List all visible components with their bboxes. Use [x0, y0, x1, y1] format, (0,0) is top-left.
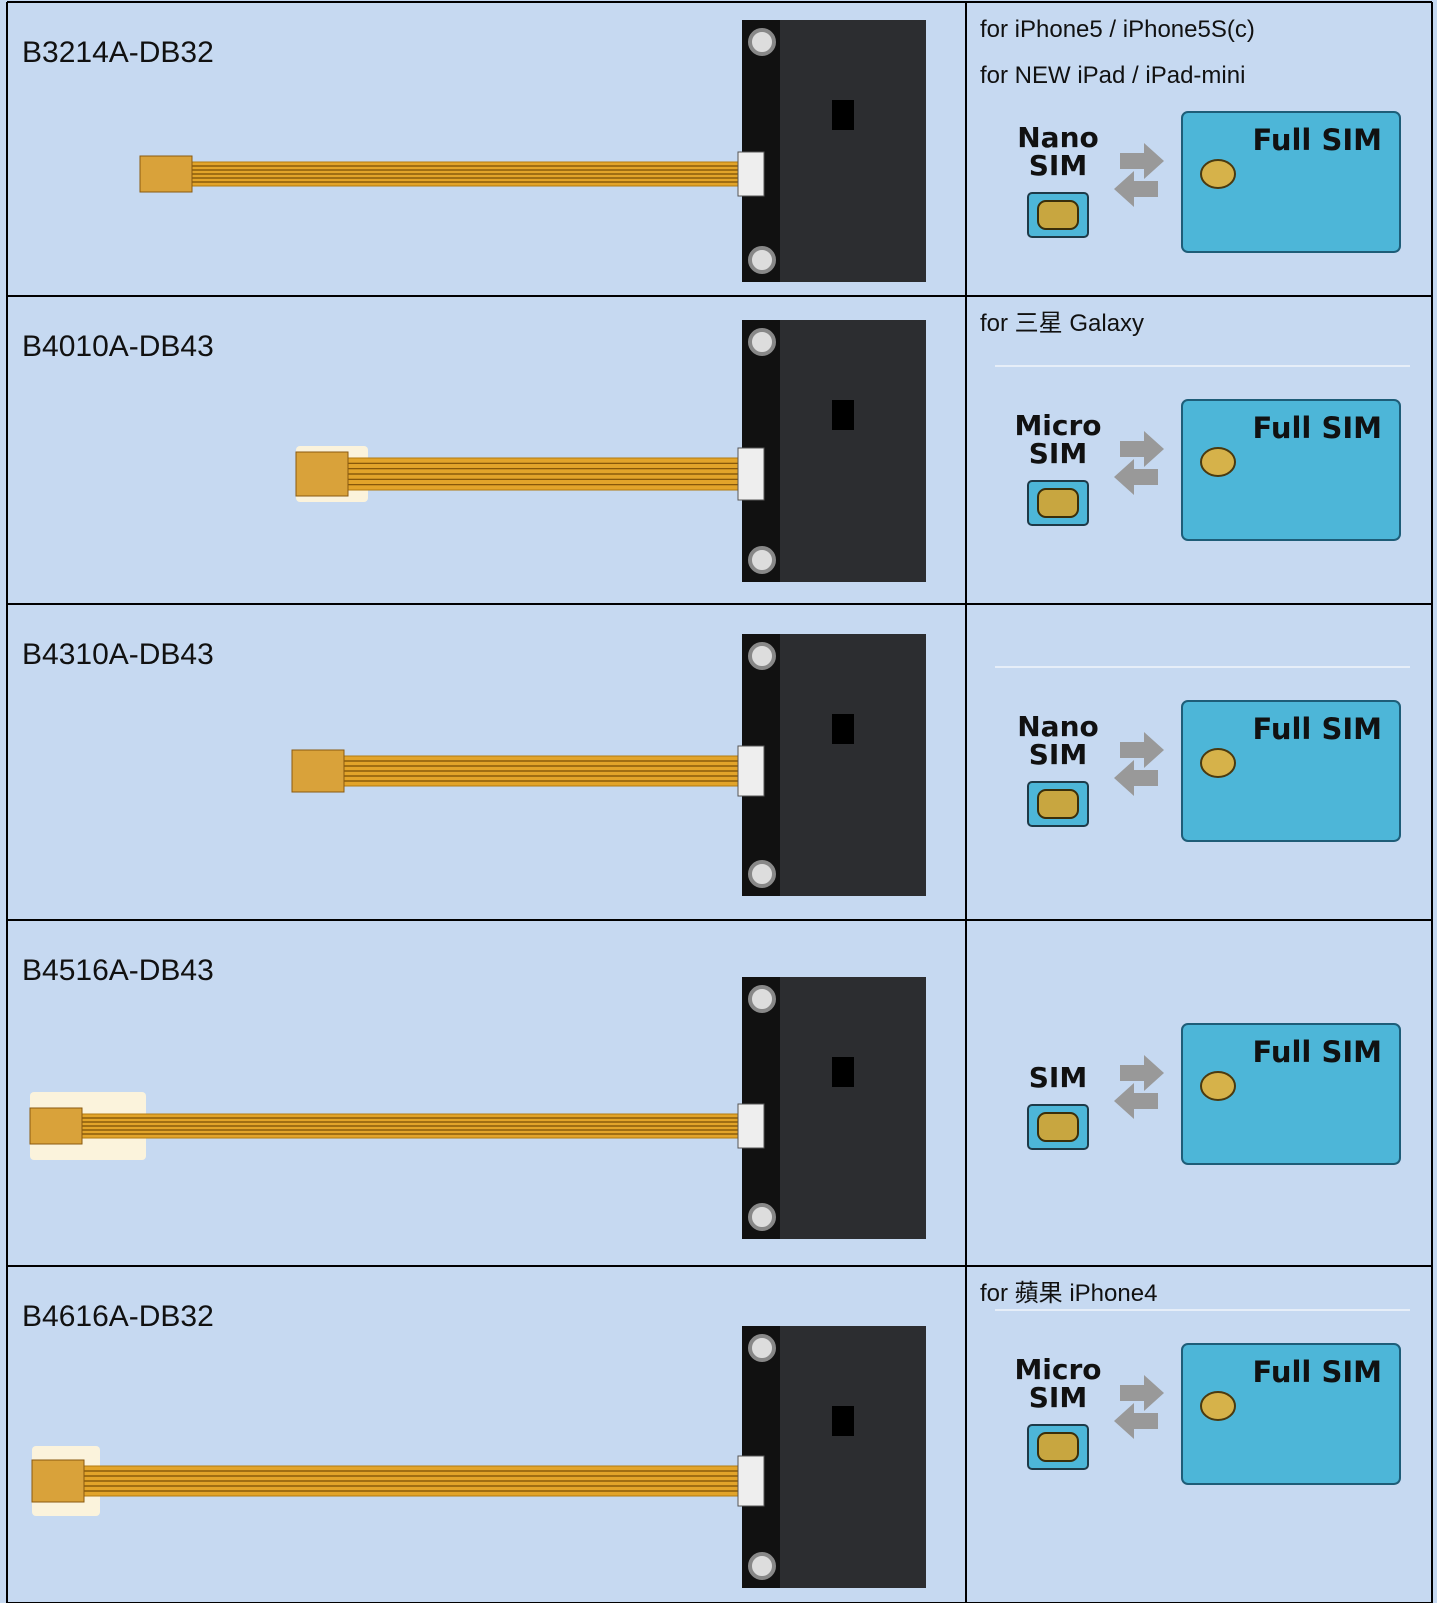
mount-hole	[750, 30, 774, 54]
sim-socket	[780, 20, 926, 282]
socket-window	[832, 1406, 854, 1436]
full-sim-label: Full SIM	[1252, 1035, 1382, 1069]
mount-hole	[750, 987, 774, 1011]
model-name: B3214A-DB32	[22, 36, 214, 69]
mount-hole	[750, 330, 774, 354]
mount-hole	[750, 1554, 774, 1578]
model-name: B4616A-DB32	[22, 1300, 214, 1333]
socket-window	[832, 714, 854, 744]
mount-hole	[750, 644, 774, 668]
small-sim-label: SIM	[1029, 1061, 1087, 1094]
page: B3214A-DB32 for iPhone5 / iPhone5S(c) for …	[0, 0, 1437, 1603]
small-sim-label: SIM	[1029, 1381, 1087, 1414]
compat-note: for 蘋果 iPhone4	[980, 1280, 1157, 1307]
small-sim-chip	[1038, 790, 1078, 818]
full-sim-label: Full SIM	[1252, 123, 1382, 157]
sim-socket	[780, 634, 926, 896]
sim-socket	[780, 977, 926, 1239]
connector	[738, 1456, 764, 1506]
contact-pad	[292, 750, 344, 792]
mount-hole	[750, 248, 774, 272]
small-sim-label: SIM	[1029, 149, 1087, 182]
mount-hole	[750, 548, 774, 572]
small-sim-chip	[1038, 201, 1078, 229]
compat-note: for NEW iPad / iPad-mini	[980, 62, 1245, 89]
small-sim-chip	[1038, 1433, 1078, 1461]
small-sim-chip	[1038, 489, 1078, 517]
sim-socket	[780, 1326, 926, 1588]
sim-chip	[1201, 448, 1235, 476]
model-name: B4516A-DB43	[22, 954, 214, 987]
pcb-board	[742, 20, 782, 282]
compat-note: for 三星 Galaxy	[980, 310, 1144, 337]
contact-pad	[30, 1108, 82, 1144]
contact-pad	[32, 1460, 84, 1502]
model-name: B4010A-DB43	[22, 330, 214, 363]
sim-chip	[1201, 749, 1235, 777]
mount-hole	[750, 1205, 774, 1229]
contact-pad	[296, 452, 348, 496]
connector	[738, 152, 764, 196]
socket-window	[832, 1057, 854, 1087]
socket-window	[832, 400, 854, 430]
sim-chip	[1201, 1072, 1235, 1100]
sim-socket	[780, 320, 926, 582]
sim-chip	[1201, 160, 1235, 188]
connector	[738, 746, 764, 796]
mount-hole	[750, 862, 774, 886]
full-sim-label: Full SIM	[1252, 411, 1382, 445]
connector	[738, 1104, 764, 1148]
compat-note: for iPhone5 / iPhone5S(c)	[980, 16, 1255, 43]
small-sim-label: SIM	[1029, 437, 1087, 470]
small-sim-chip	[1038, 1113, 1078, 1141]
sim-chip	[1201, 1392, 1235, 1420]
small-sim-label: SIM	[1029, 738, 1087, 771]
full-sim-label: Full SIM	[1252, 1355, 1382, 1389]
full-sim-label: Full SIM	[1252, 712, 1382, 746]
contact-pad	[140, 156, 192, 192]
mount-hole	[750, 1336, 774, 1360]
model-name: B4310A-DB43	[22, 638, 214, 671]
connector	[738, 448, 764, 500]
socket-window	[832, 100, 854, 130]
